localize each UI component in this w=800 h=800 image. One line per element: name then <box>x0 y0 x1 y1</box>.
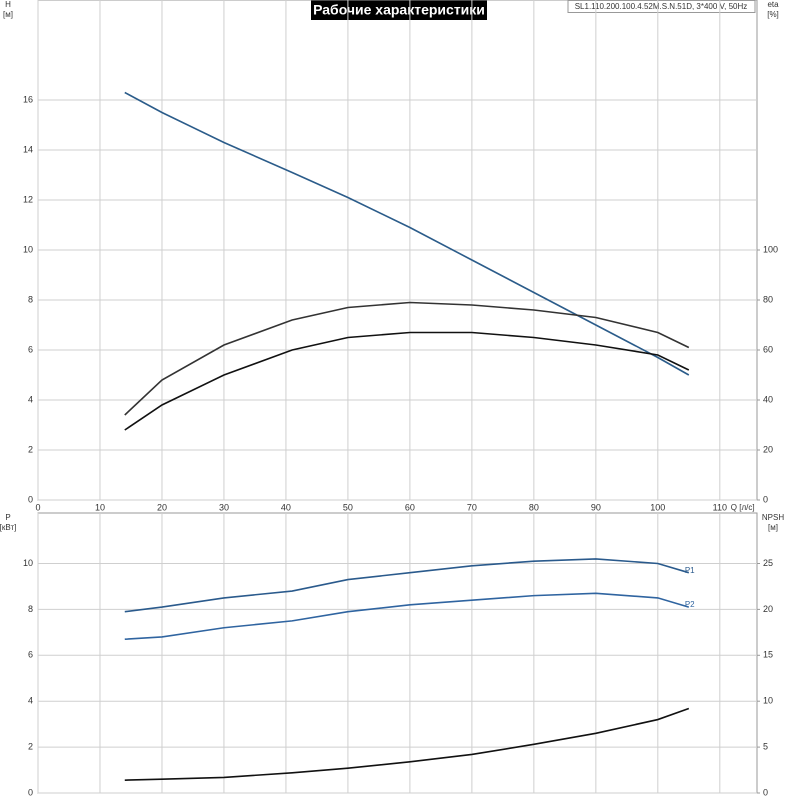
x-tick-label: 30 <box>219 502 229 512</box>
y-axis-unit: [м] <box>3 10 13 19</box>
y-tick-label: 10 <box>23 244 33 254</box>
x-axis-label: Q [л/с] <box>731 503 755 512</box>
y-tick-label: 12 <box>23 194 33 204</box>
x-tick-label: 70 <box>467 502 477 512</box>
y-axis-label: H <box>5 0 11 9</box>
plot-frame <box>37 512 758 794</box>
y-tick-label: 10 <box>23 558 33 568</box>
y-tick-label: 6 <box>28 344 33 354</box>
y2-tick-label: 25 <box>763 558 773 568</box>
y-tick-label: 8 <box>28 604 33 614</box>
y-tick-label: 0 <box>28 494 33 504</box>
y-tick-label: 0 <box>28 787 33 797</box>
x-tick-label: 20 <box>157 502 167 512</box>
x-tick-label: 10 <box>95 502 105 512</box>
title-box <box>311 0 487 20</box>
series-label: P1 <box>685 566 695 575</box>
x-tick-label: 0 <box>35 502 40 512</box>
x-tick-label: 90 <box>591 502 601 512</box>
x-tick-label: 110 <box>713 502 727 512</box>
y-tick-label: 4 <box>28 696 33 706</box>
y2-tick-label: 20 <box>763 604 773 614</box>
y-tick-label: 6 <box>28 650 33 660</box>
y2-axis-unit: [м] <box>768 523 778 532</box>
curve <box>124 707 690 781</box>
x-tick-label: 60 <box>405 502 415 512</box>
y2-tick-label: 0 <box>763 787 768 797</box>
y2-tick-label: 100 <box>763 244 778 254</box>
y2-tick-label: 80 <box>763 294 773 304</box>
curve <box>124 558 690 613</box>
curve <box>124 91 690 376</box>
y2-tick-label: 15 <box>763 650 773 660</box>
y2-tick-label: 5 <box>763 741 768 751</box>
y2-axis-unit: [%] <box>767 10 779 19</box>
curve <box>124 331 690 431</box>
y-tick-label: 14 <box>23 144 33 154</box>
y2-axis-label: eta <box>767 0 779 9</box>
x-tick-label: 100 <box>650 502 665 512</box>
y2-tick-label: 0 <box>763 494 768 504</box>
y-tick-label: 16 <box>23 94 33 104</box>
chart-subtitle: SL1.110.200.100.4.52M.S.N.51D, 3*400 V, … <box>575 2 748 11</box>
y-axis-label: P <box>5 513 10 522</box>
chart-title: Рабочие характеристики <box>313 2 485 18</box>
x-tick-label: 80 <box>529 502 539 512</box>
y-tick-label: 4 <box>28 394 33 404</box>
curve <box>124 301 690 416</box>
y2-tick-label: 40 <box>763 394 773 404</box>
y-tick-label: 8 <box>28 294 33 304</box>
series-label: P2 <box>685 600 695 609</box>
x-tick-label: 50 <box>343 502 353 512</box>
y2-axis-label: NPSH <box>762 513 784 522</box>
curve <box>124 592 690 641</box>
y-tick-label: 2 <box>28 741 33 751</box>
y-tick-label: 2 <box>28 444 33 454</box>
y-axis-unit: [кВт] <box>0 523 16 532</box>
y2-tick-label: 20 <box>763 444 773 454</box>
y2-tick-label: 10 <box>763 696 773 706</box>
x-tick-label: 40 <box>281 502 291 512</box>
y2-tick-label: 60 <box>763 344 773 354</box>
